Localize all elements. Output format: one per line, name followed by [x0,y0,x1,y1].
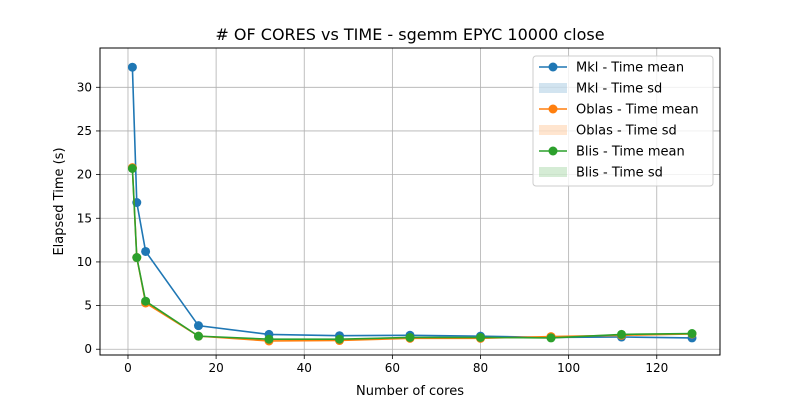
legend-entry: Mkl - Time sd [539,82,662,97]
data-point [193,331,203,341]
legend-label: Blis - Time mean [576,145,685,160]
grid [100,48,720,355]
legend-frame [532,55,714,187]
y-tick-label: 0 [84,342,92,356]
y-axis-label: Elapsed Time (s) [52,147,67,255]
legend-label: Oblas - Time sd [576,124,677,139]
x-tick-label: 20 [208,361,223,375]
x-tick-label: 60 [385,361,400,375]
y-tick-label: 25 [77,124,92,138]
legend-label: Blis - Time sd [576,166,663,181]
legend-entry: Blis - Time mean [539,145,685,160]
legend-entry: Blis - Time sd [539,166,663,181]
x-axis-label: Number of cores [356,384,464,399]
y-tick-label: 15 [77,211,92,225]
y-tick-label: 20 [77,168,92,182]
data-point [617,329,627,339]
chart-title: # OF CORES vs TIME - sgemm EPYC 10000 cl… [215,25,604,44]
legend-label: Mkl - Time sd [576,82,662,97]
series-2 [127,163,697,344]
x-tick-label: 100 [557,361,580,375]
series-layer [127,62,697,346]
axis-ticks: 0 20 40 60 80 100 120 0 5 10 15 20 25 30 [77,80,669,375]
x-tick-label: 0 [124,361,132,375]
legend-entry: Oblas - Time sd [539,124,677,139]
plot-frame [99,47,721,356]
legend-entry: Mkl - Time mean [539,61,684,76]
legend-entry: Oblas - Time mean [539,103,699,118]
data-point [546,333,556,343]
data-point [127,62,137,72]
y-tick-label: 5 [84,299,92,313]
x-tick-label: 120 [645,361,668,375]
data-point [132,253,142,263]
data-point [476,332,486,342]
legend-band-swatch [539,125,567,135]
x-tick-label: 80 [473,361,488,375]
data-point [405,332,415,342]
legend-band-swatch [539,167,567,177]
legend-marker-swatch [548,62,558,72]
data-point [193,321,203,331]
y-tick-label: 10 [77,255,92,269]
data-point [264,334,274,344]
legend-label: Mkl - Time mean [576,61,684,76]
data-point [141,296,151,306]
data-point [334,334,344,344]
data-point [127,163,137,173]
data-point [687,329,697,339]
x-tick-label: 40 [297,361,312,375]
legend-marker-swatch [548,104,558,114]
legend-band-swatch [539,83,567,93]
legend-marker-swatch [548,146,558,156]
legend: Mkl - Time mean Mkl - Time sd Oblas - Time… [532,55,714,187]
data-point [141,246,151,256]
y-tick-label: 30 [77,80,92,94]
legend-label: Oblas - Time mean [576,103,699,118]
